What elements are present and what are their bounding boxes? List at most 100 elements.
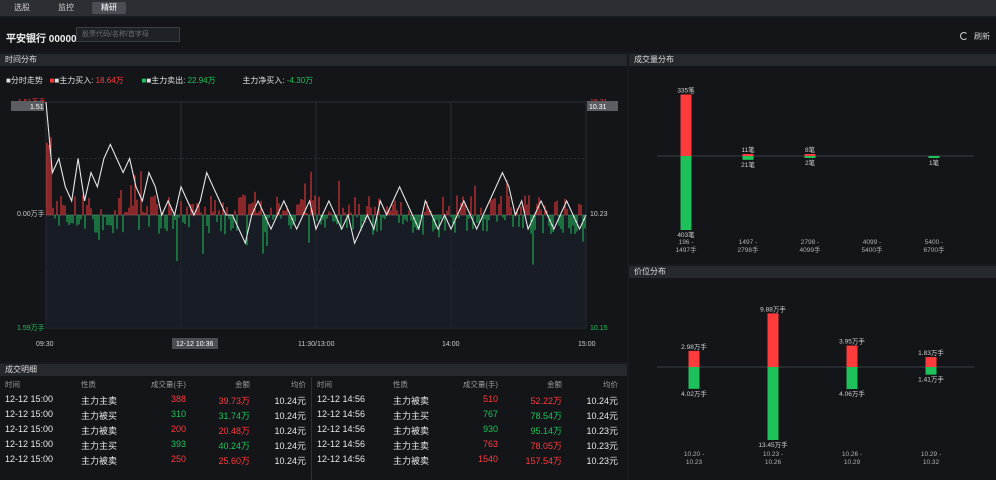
tab-research[interactable]: 精研	[92, 2, 126, 14]
column-header: 时间	[317, 380, 332, 389]
sell-bar	[688, 367, 700, 389]
cell-type: 主力被卖	[81, 456, 118, 466]
price-distribution-chart: 2.98万手 4.02万手 10.20 -10.23 9.88万手 13.45万手 10.…	[657, 304, 974, 466]
cell-vol: 930	[482, 424, 498, 434]
x-label-1400: 14:00	[442, 341, 460, 348]
cell-avg: 10.23元	[586, 441, 618, 451]
column-header: 金额	[235, 380, 250, 389]
time-distribution-panel: 时间分布 ■分时走势 ■■主力买入: 18.64万 ■■主力卖出: 22.94万…	[0, 54, 627, 362]
cell-type: 主力主买	[81, 441, 118, 451]
cell-type: 主力主卖	[393, 441, 430, 451]
table-row[interactable]: 12-12 14:56 主力主买 767 78.54万 10.24元	[312, 409, 627, 424]
cell-avg: 10.24元	[274, 426, 306, 436]
range-label: 10.26 -	[842, 451, 862, 458]
stock-search-input[interactable]	[76, 27, 180, 42]
range-label: 1497 -	[739, 239, 757, 246]
table-row[interactable]: 12-12 14:56 主力被卖 930 95.14万 10.23元	[312, 424, 627, 439]
cell-vol: 767	[482, 409, 498, 419]
right-axis-mid: 10.23	[590, 211, 608, 218]
legend-sell-value: 22.94万	[187, 76, 216, 85]
cell-type: 主力被买	[81, 411, 118, 421]
cell-amt: 20.48万	[218, 426, 250, 436]
table-row[interactable]: 12-12 14:56 主力被卖 1540 157.54万 10.23元	[312, 454, 627, 469]
table-row[interactable]: 12-12 14:56 主力被卖 510 52.22万 10.24元	[312, 394, 627, 409]
cell-vol: 393	[170, 439, 186, 449]
table-row[interactable]: 12-12 15:00 主力被买 310 31.74万 10.24元	[0, 409, 311, 424]
legend-net-value: -4.30万	[286, 76, 314, 85]
range-label: 10.23	[686, 459, 703, 466]
legend-sell-label: ■■主力卖出:	[141, 76, 186, 85]
table-header: 时间 性质 成交量(手) 金额 均价	[312, 379, 627, 391]
cell-vol: 510	[482, 394, 498, 404]
column-header: 金额	[547, 380, 562, 389]
buy-count-label: 1.83万手	[918, 348, 944, 357]
price-trend-line	[45, 101, 587, 245]
cell-time: 12-12 14:56	[317, 394, 366, 404]
trade-table-right: 时间 性质 成交量(手) 金额 均价 12-12 14:56 主力被卖 510 52.22万 10…	[312, 377, 627, 480]
chart-legend: ■分时走势 ■■主力买入: 18.64万 ■■主力卖出: 22.94万 主力净买…	[6, 75, 313, 86]
tab-stock-picker[interactable]: 选股	[14, 3, 30, 12]
range-label: 2798手	[738, 245, 759, 254]
refresh-button[interactable]: 刷新	[960, 31, 990, 42]
legend-buy-label: ■■主力买入:	[49, 76, 94, 85]
refresh-icon	[960, 32, 968, 40]
buy-count-label: 3.95万手	[839, 337, 865, 346]
price-distribution-panel: 价位分布 2.98万手 4.02万手 10.20 -10.23 9.88万手 13.45…	[629, 266, 996, 480]
cell-type: 主力主卖	[81, 396, 118, 406]
sell-bar	[767, 367, 779, 440]
table-row[interactable]: 12-12 15:00 主力被卖 250 25.60万 10.24元	[0, 454, 311, 469]
table-row[interactable]: 12-12 14:56 主力主卖 763 78.05万 10.23元	[312, 439, 627, 454]
sell-count-label: 2笔	[805, 158, 816, 167]
range-label: 10.32	[923, 459, 940, 466]
range-label: 6700手	[924, 245, 945, 254]
buy-bar	[925, 357, 937, 367]
cell-amt: 39.73万	[218, 396, 250, 406]
cell-vol: 388	[170, 394, 186, 404]
buy-bar	[846, 345, 858, 367]
cell-avg: 10.24元	[586, 411, 618, 421]
header-bar: 平安银行 000001 刷新	[0, 18, 996, 52]
cell-type: 主力被卖	[81, 426, 118, 436]
buy-count-label: 2.98万手	[681, 342, 707, 351]
range-label: 196 -	[679, 239, 694, 246]
buy-count-label: 9.88万手	[760, 304, 786, 313]
table-header: 时间 性质 成交量(手) 金额 均价	[0, 379, 311, 391]
x-label-1500: 15:00	[578, 341, 596, 348]
cell-type: 主力主买	[393, 411, 430, 421]
column-header: 成交量(手)	[463, 380, 498, 389]
cell-amt: 25.60万	[218, 456, 250, 466]
buy-count-label: 11笔	[741, 145, 755, 154]
volume-distribution-panel: 成交量分布 335笔 403笔 196 -1497手 11笔 21笔 1497 -2798…	[629, 54, 996, 264]
legend-trend: ■分时走势	[6, 76, 43, 85]
cell-vol: 763	[482, 439, 498, 449]
sell-bar	[680, 156, 692, 230]
top-nav: 选股 监控 精研	[0, 0, 996, 16]
column-header: 均价	[603, 380, 618, 389]
cell-avg: 10.24元	[274, 456, 306, 466]
range-label: 5400 -	[925, 239, 943, 246]
sell-count-label: 403笔	[677, 230, 695, 239]
column-header: 成交量(手)	[151, 380, 186, 389]
panel-title-detail: 成交明细	[0, 364, 627, 376]
range-label: 10.29	[844, 459, 861, 466]
range-label: 4099 -	[863, 239, 881, 246]
cell-vol: 250	[170, 454, 186, 464]
tab-monitor[interactable]: 监控	[58, 3, 74, 12]
column-header: 均价	[291, 380, 306, 389]
legend-buy-value: 18.64万	[95, 76, 124, 85]
left-axis-bottom: 1.59万手	[17, 323, 45, 332]
table-row[interactable]: 12-12 15:00 主力主卖 388 39.73万 10.24元	[0, 394, 311, 409]
cell-time: 12-12 14:56	[317, 409, 366, 419]
table-row[interactable]: 12-12 15:00 主力被卖 200 20.48万 10.24元	[0, 424, 311, 439]
left-axis-mid: 0.00万手	[17, 209, 45, 218]
x-label-cursor: 12-12 10:36	[176, 341, 213, 348]
column-header: 时间	[5, 380, 20, 389]
sell-bar	[925, 367, 937, 375]
table-row[interactable]: 12-12 15:00 主力主买 393 40.24万 10.24元	[0, 439, 311, 454]
cell-time: 12-12 15:00	[5, 394, 54, 404]
cell-vol: 200	[170, 424, 186, 434]
sell-bar	[846, 367, 858, 390]
panel-title-time: 时间分布	[0, 54, 627, 66]
range-label: 2798 -	[801, 239, 819, 246]
lower-area	[46, 215, 586, 328]
